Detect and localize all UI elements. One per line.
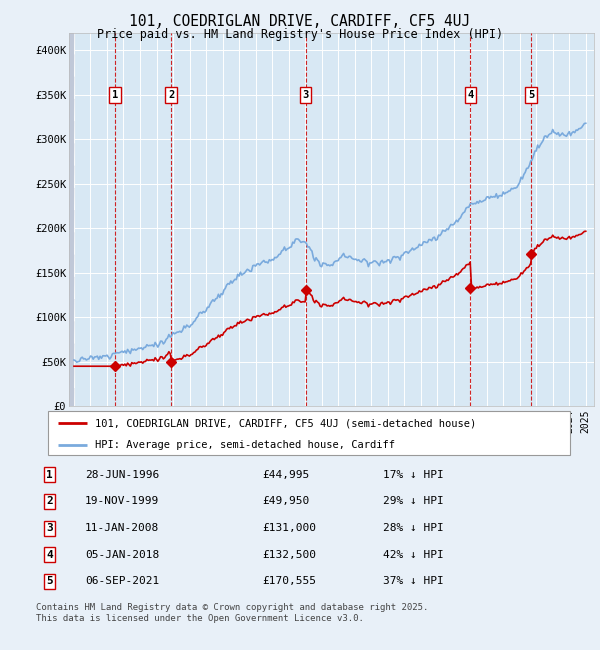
Text: 5: 5 (528, 90, 534, 100)
Text: 2: 2 (168, 90, 175, 100)
Text: £131,000: £131,000 (262, 523, 316, 533)
Text: Price paid vs. HM Land Registry's House Price Index (HPI): Price paid vs. HM Land Registry's House … (97, 28, 503, 41)
Text: 06-SEP-2021: 06-SEP-2021 (85, 577, 160, 586)
Text: 42% ↓ HPI: 42% ↓ HPI (383, 550, 444, 560)
Text: 17% ↓ HPI: 17% ↓ HPI (383, 470, 444, 480)
Text: 3: 3 (46, 523, 53, 533)
Text: 5: 5 (46, 577, 53, 586)
Text: 1: 1 (46, 470, 53, 480)
Text: 28% ↓ HPI: 28% ↓ HPI (383, 523, 444, 533)
Text: 19-NOV-1999: 19-NOV-1999 (85, 497, 160, 506)
Text: 37% ↓ HPI: 37% ↓ HPI (383, 577, 444, 586)
Text: 05-JAN-2018: 05-JAN-2018 (85, 550, 160, 560)
FancyBboxPatch shape (48, 411, 570, 455)
Text: 1: 1 (112, 90, 118, 100)
Text: 101, COEDRIGLAN DRIVE, CARDIFF, CF5 4UJ: 101, COEDRIGLAN DRIVE, CARDIFF, CF5 4UJ (130, 14, 470, 29)
Text: £44,995: £44,995 (262, 470, 309, 480)
Text: £132,500: £132,500 (262, 550, 316, 560)
Text: 101, COEDRIGLAN DRIVE, CARDIFF, CF5 4UJ (semi-detached house): 101, COEDRIGLAN DRIVE, CARDIFF, CF5 4UJ … (95, 418, 476, 428)
Text: 3: 3 (302, 90, 309, 100)
Text: HPI: Average price, semi-detached house, Cardiff: HPI: Average price, semi-detached house,… (95, 440, 395, 450)
Text: 4: 4 (467, 90, 473, 100)
Text: 2: 2 (46, 497, 53, 506)
Bar (69, 32, 74, 406)
Text: 29% ↓ HPI: 29% ↓ HPI (383, 497, 444, 506)
Text: £170,555: £170,555 (262, 577, 316, 586)
Text: £49,950: £49,950 (262, 497, 309, 506)
Text: 28-JUN-1996: 28-JUN-1996 (85, 470, 160, 480)
Text: 11-JAN-2008: 11-JAN-2008 (85, 523, 160, 533)
Text: Contains HM Land Registry data © Crown copyright and database right 2025.
This d: Contains HM Land Registry data © Crown c… (36, 603, 428, 623)
Text: 4: 4 (46, 550, 53, 560)
